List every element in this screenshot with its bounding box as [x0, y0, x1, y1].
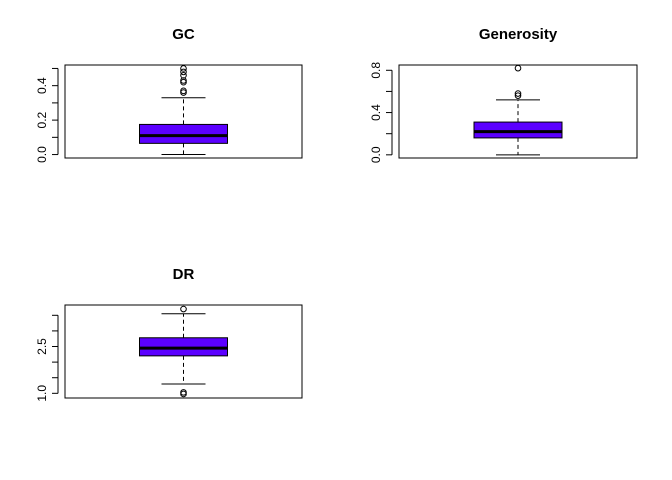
outlier-point	[180, 87, 187, 95]
outlier-point	[514, 92, 522, 99]
boxplot-panel-3: DR 1.0 2.5	[35, 266, 303, 402]
chart-title: DR	[173, 266, 195, 283]
plot-frame	[64, 64, 303, 159]
y-tick-label: 0.8	[369, 62, 383, 79]
outlier-point	[180, 72, 187, 79]
y-tick-label: 2.5	[35, 338, 49, 355]
y-tick-label: 0.4	[369, 104, 383, 121]
iqr-box	[139, 123, 228, 144]
y-tick-label: 0.0	[35, 146, 49, 163]
y-tick-label: 1.0	[35, 385, 49, 402]
iqr-box	[473, 121, 563, 139]
y-tick-label: 0.2	[35, 111, 49, 128]
outlier-point	[514, 64, 522, 72]
outlier-point	[180, 68, 187, 76]
outlier-point	[180, 305, 187, 313]
outlier-point	[514, 90, 522, 97]
plot-frame	[64, 304, 303, 399]
chart-title: GC	[172, 26, 195, 43]
chart-title: Generosity	[479, 26, 558, 43]
outlier-point	[180, 65, 187, 72]
y-tick-label: 0.0	[369, 146, 383, 163]
boxplot-panel-2: Generosity 0.0 0.4 0.8	[369, 26, 638, 163]
y-tick-label: 0.4	[35, 77, 49, 94]
outlier-point	[180, 389, 187, 396]
boxplot-panel-1: GC 0.0 0.2 0.4	[35, 26, 303, 163]
